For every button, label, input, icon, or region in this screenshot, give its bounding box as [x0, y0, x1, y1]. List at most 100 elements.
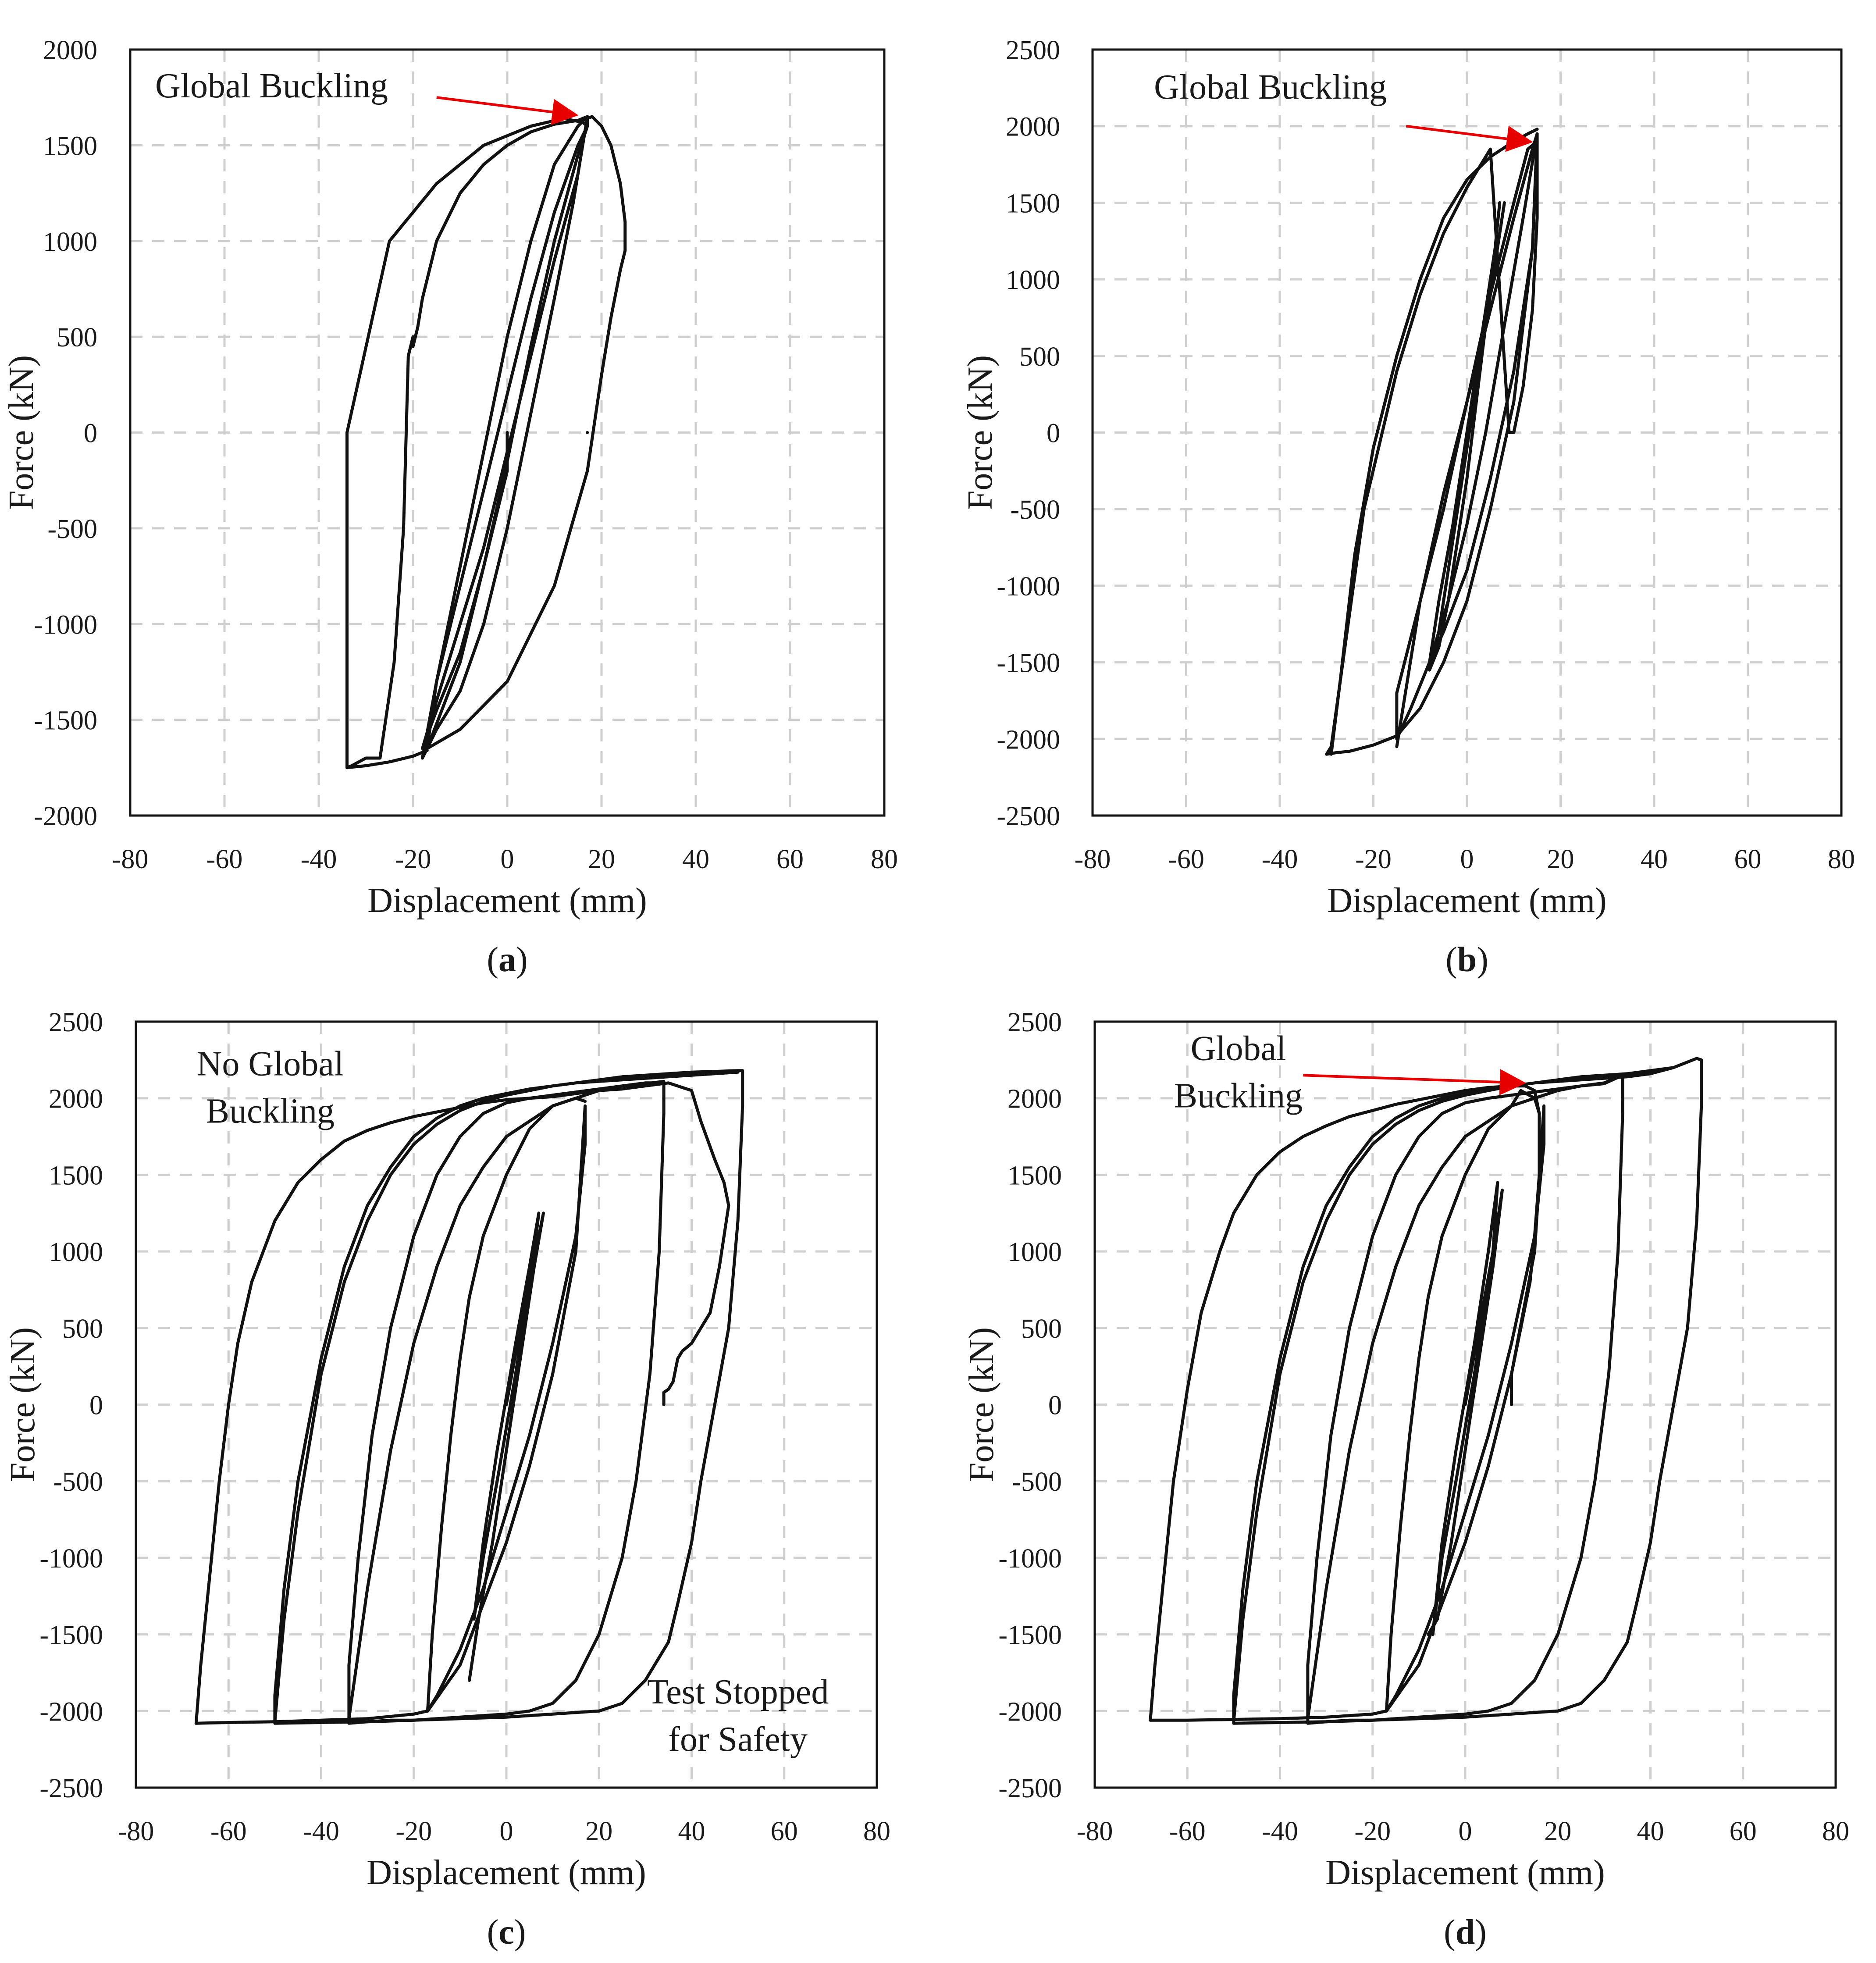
y-tick-label: -2500: [998, 1774, 1062, 1803]
x-tick-label: 0: [501, 844, 514, 874]
y-tick-label: -2000: [39, 1697, 103, 1727]
x-tick-label: 0: [1459, 1817, 1472, 1846]
series-line-large-cycle: [1325, 132, 1539, 756]
series-line-cycle-50-d: [1232, 1057, 1703, 1725]
x-tick-label: 40: [1641, 844, 1668, 874]
x-tick-label: -60: [210, 1817, 247, 1846]
x-tick-label: 20: [1547, 844, 1574, 874]
panel-caption: (a): [487, 941, 527, 979]
x-tick-label: 20: [585, 1817, 612, 1846]
chart-panel-a: -80 -60 -40 -20 0 20 40 60 80 -2000 -1500 -1000 -500…: [2, 36, 898, 979]
x-tick-label: 0: [500, 1817, 513, 1846]
series-line-inner-d: [1427, 1181, 1504, 1636]
x-tick-label: -80: [1075, 844, 1111, 874]
y-tick-label: 2500: [1007, 1008, 1062, 1037]
y-axis-title: Force (kN): [961, 355, 1000, 510]
y-tick-label: -500: [47, 514, 97, 544]
series-line-cycle-50: [273, 1069, 744, 1725]
y-axis-title: Force (kN): [4, 1327, 42, 1482]
series-line-cycle-17-d: [1385, 1089, 1546, 1713]
x-tick-label: 80: [1828, 844, 1855, 874]
annotation-text: No Global Buckling: [197, 1044, 344, 1130]
x-tick-label: -60: [1168, 844, 1204, 874]
series-line-unload-a: [345, 749, 429, 770]
y-tick-label: 0: [1048, 1391, 1062, 1421]
y-axis-title: Force (kN): [2, 355, 41, 510]
y-tick-label: -1500: [998, 1621, 1062, 1650]
y-tick-label: 1000: [49, 1237, 103, 1267]
x-tick-label: -60: [206, 844, 243, 874]
x-tick-label: -60: [1169, 1817, 1206, 1846]
x-axis-title: Displacement (mm): [367, 1853, 646, 1892]
series-line-inner-c: [468, 1211, 545, 1682]
annotation-text: Global Buckling: [1154, 68, 1387, 107]
y-tick-label: 500: [1021, 1314, 1062, 1344]
y-tick-label: -2500: [997, 802, 1060, 831]
y-tick-label: -1500: [39, 1621, 103, 1650]
x-tick-label: -40: [303, 1817, 339, 1846]
plot-frame: [129, 48, 886, 817]
x-tick-label: -80: [1077, 1817, 1113, 1846]
series-line-large-cycle: [345, 115, 627, 770]
x-tick-label: 60: [776, 844, 804, 874]
y-tick-label: -500: [1012, 1467, 1062, 1497]
y-tick-label: -1500: [997, 648, 1060, 678]
y-tick-label: 2500: [1006, 36, 1060, 65]
x-tick-label: 40: [678, 1817, 705, 1846]
x-tick-label: -20: [1355, 844, 1392, 874]
y-tick-label: 1000: [1006, 265, 1060, 295]
series-line-cycle-67: [194, 1081, 730, 1725]
series-line-cycle-1: [421, 115, 589, 760]
chart-panel-d: -80 -60 -40 -20 0 20 40 60 80 -2500 -2000 -1500 -100…: [962, 1008, 1849, 1952]
y-tick-label: 500: [1019, 342, 1060, 372]
y-tick-label: -500: [1010, 495, 1060, 525]
y-tick-label: -2000: [997, 725, 1060, 755]
y-tick-label: 1500: [1006, 189, 1060, 218]
series-line-cycle-34-d: [1306, 1073, 1624, 1725]
x-axis-title: Displacement (mm): [1325, 1853, 1605, 1892]
x-tick-label: -40: [1262, 1817, 1298, 1846]
annotation-arrow: [1303, 1069, 1526, 1096]
y-tick-label: 1500: [1007, 1161, 1062, 1190]
y-tick-label: -1000: [34, 610, 97, 640]
series-line-cycle-17: [426, 1097, 587, 1713]
y-tick-label: 500: [57, 323, 97, 353]
x-tick-label: -20: [395, 1817, 432, 1846]
panel-caption: (c): [487, 1913, 526, 1952]
x-tick-label: -20: [395, 844, 431, 874]
y-tick-label: 1000: [1007, 1237, 1062, 1267]
series-line-cycle-34: [347, 1079, 666, 1725]
y-tick-label: -1000: [39, 1544, 103, 1574]
x-tick-label: -80: [118, 1817, 154, 1846]
y-tick-label: -1500: [34, 706, 97, 736]
x-tick-label: 60: [1730, 1817, 1757, 1846]
x-tick-label: 80: [1822, 1817, 1849, 1846]
x-axis-title: Displacement (mm): [367, 881, 647, 920]
panel-caption: (b): [1445, 941, 1488, 979]
series-line-cycle-68-d: [1149, 1084, 1541, 1722]
x-tick-label: -80: [112, 844, 149, 874]
x-tick-label: 40: [1637, 1817, 1664, 1846]
panel-caption: (d): [1444, 1913, 1487, 1952]
x-tick-label: -40: [1262, 844, 1298, 874]
chart-panel-b: -80 -60 -40 -20 0 20 40 60 80 -2500 -2000 -1500 -100…: [961, 36, 1855, 979]
y-tick-label: 0: [1047, 419, 1060, 449]
y-tick-label: 2000: [1006, 112, 1060, 142]
annotation-text: Test Stopped for Safety: [647, 1673, 829, 1759]
y-tick-label: 0: [84, 419, 97, 449]
y-tick-label: -2000: [34, 802, 97, 831]
x-tick-label: 60: [1734, 844, 1762, 874]
x-tick-label: -40: [301, 844, 337, 874]
y-tick-label: 500: [62, 1314, 103, 1344]
y-tick-label: -500: [53, 1467, 103, 1497]
y-tick-label: 0: [89, 1391, 103, 1421]
y-tick-label: 1500: [49, 1161, 103, 1190]
x-tick-label: -20: [1354, 1817, 1391, 1846]
series-line-bottom-c: [194, 1709, 429, 1725]
y-tick-label: 2000: [43, 36, 97, 65]
y-tick-label: 1000: [43, 227, 97, 257]
x-tick-label: 80: [863, 1817, 890, 1846]
y-tick-label: -2000: [998, 1697, 1062, 1727]
annotation-arrow: [436, 96, 579, 125]
